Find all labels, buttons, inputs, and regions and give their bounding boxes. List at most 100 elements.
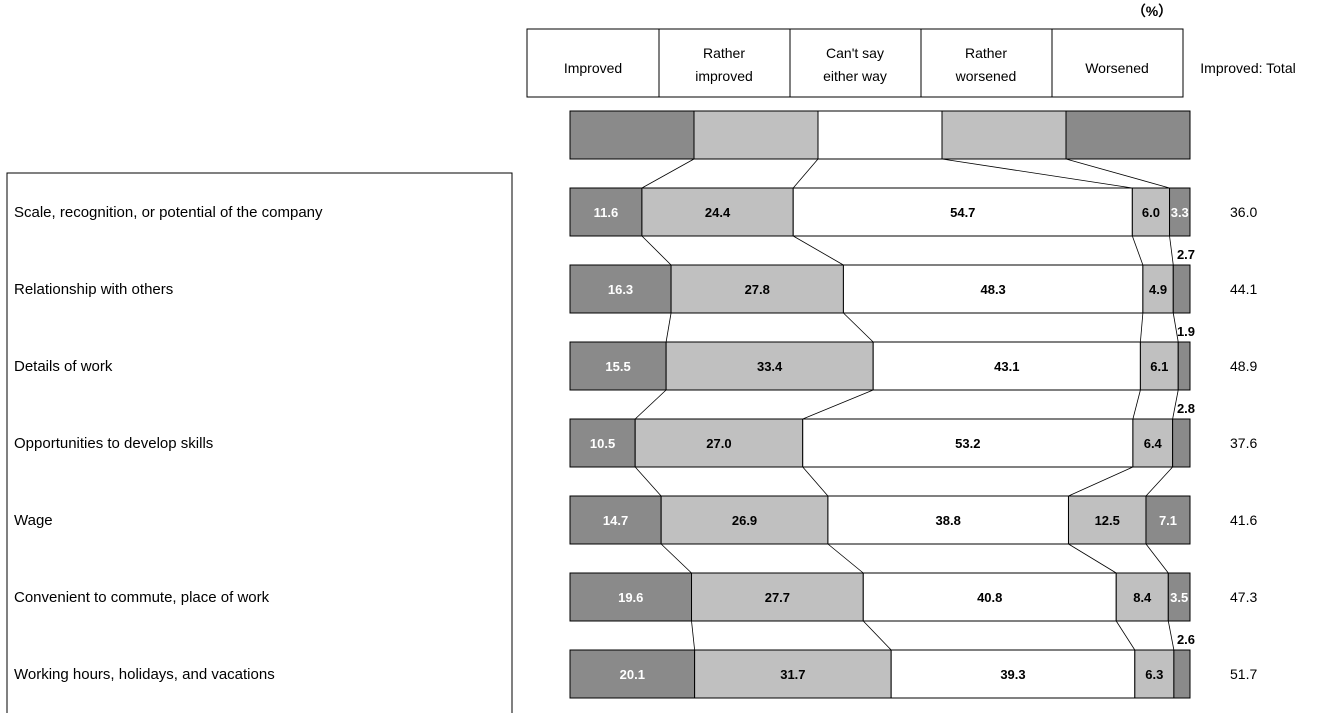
connector-line [1145, 543, 1169, 574]
data-label: 15.5 [605, 359, 630, 374]
data-label: 6.3 [1145, 667, 1163, 682]
data-label: 27.8 [745, 282, 770, 297]
connector-line [843, 312, 874, 343]
unit-label: （%） [1132, 3, 1172, 19]
bar-segment-improved [569, 418, 636, 468]
bar-segment-rather-worsened [1132, 418, 1174, 468]
data-label: 6.4 [1144, 436, 1163, 451]
bar-segment-rather-improved [641, 187, 794, 237]
data-label: 10.5 [590, 436, 615, 451]
legend-label-rather-improved-line2: improved [695, 68, 753, 84]
bar-segment-cant-say [862, 572, 1117, 622]
bar-segment-worsened [1172, 264, 1191, 314]
bar-segment-rather-worsened [1067, 495, 1147, 545]
connector-line [862, 620, 892, 651]
data-label: 38.8 [936, 513, 961, 528]
bar-segment-worsened [1173, 649, 1191, 699]
bar-segment-rather-worsened [1131, 187, 1171, 237]
connector-line [802, 466, 829, 497]
bar-segment-improved [569, 572, 693, 622]
connector-line [1172, 312, 1179, 343]
connector-line [691, 620, 696, 651]
data-label: 6.0 [1142, 205, 1160, 220]
bar-segment-improved [569, 341, 667, 391]
legend-label-rather-improved-line1: Rather [703, 45, 745, 61]
connector-line [1140, 312, 1144, 343]
connector-line [827, 543, 864, 574]
bar-segment-worsened [1172, 418, 1191, 468]
connector-line [802, 389, 874, 420]
legend-key-rather-worsened [941, 110, 1067, 160]
data-label: 2.7 [1177, 247, 1195, 262]
data-label: 24.4 [705, 205, 731, 220]
data-label: 33.4 [757, 359, 783, 374]
connector-line [634, 389, 667, 420]
bar-segment-rather-improved [670, 264, 844, 314]
data-label: 4.9 [1149, 282, 1167, 297]
data-label: 1.9 [1177, 324, 1195, 339]
legend-label-improved: Improved [564, 60, 622, 76]
bar-segment-rather-worsened [1115, 572, 1169, 622]
data-label: 48.3 [980, 282, 1005, 297]
data-label: 43.1 [994, 359, 1019, 374]
legend-label-rather-worsened-line2: worsened [955, 68, 1017, 84]
bar-segment-improved [569, 264, 672, 314]
connector-line [1131, 235, 1144, 266]
bar-segment-cant-say [792, 187, 1133, 237]
data-label: 16.3 [608, 282, 633, 297]
data-label: 26.9 [732, 513, 757, 528]
data-label: 39.3 [1000, 667, 1025, 682]
bar-segment-worsened [1167, 572, 1191, 622]
bar-segment-improved [569, 187, 643, 237]
data-label: 19.6 [618, 590, 643, 605]
legend-box-improved [526, 28, 660, 98]
improved-total-value: 48.9 [1230, 358, 1257, 374]
connector-line [792, 235, 844, 266]
connector-line [1167, 620, 1175, 651]
data-label: 11.6 [594, 205, 619, 220]
category-label: Relationship with others [14, 281, 173, 298]
legend-key-improved [569, 110, 695, 160]
connector-line [641, 158, 695, 189]
legend-label-worsened: Worsened [1085, 60, 1149, 76]
legend-header: Improved Rather improved Can't say eithe… [526, 28, 1296, 98]
bar-segment-improved [569, 649, 696, 699]
legend-box-cant-say [789, 28, 922, 98]
category-label: Scale, recognition, or potential of the … [14, 204, 323, 221]
legend-box-rather-worsened [920, 28, 1053, 98]
bar-segment-rather-improved [691, 572, 864, 622]
bar-segment-cant-say [802, 418, 1134, 468]
data-label: 2.6 [1177, 632, 1195, 647]
connector-line [665, 312, 672, 343]
connector-line [792, 158, 819, 189]
improved-total-value: 44.1 [1230, 281, 1257, 297]
bar-segment-worsened [1145, 495, 1191, 545]
connector-line [634, 466, 662, 497]
legend-box-rather-improved [658, 28, 791, 98]
connector-line [1068, 466, 1134, 497]
connector-line [1115, 620, 1136, 651]
improved-total-value: 47.3 [1230, 589, 1257, 605]
connector-line [1132, 389, 1141, 420]
legend-key-worsened [1065, 110, 1191, 160]
data-label: 20.1 [620, 667, 645, 682]
bar-segment-worsened [1169, 187, 1191, 237]
bar-segment-rather-improved [660, 495, 829, 545]
bar-segment-worsened [1177, 341, 1191, 391]
data-label: 3.3 [1171, 205, 1189, 220]
category-label: Details of work [14, 358, 113, 375]
improved-total-value: 37.6 [1230, 435, 1257, 451]
legend-key-rather-improved [693, 110, 819, 160]
data-label: 2.8 [1177, 401, 1195, 416]
category-label: Opportunities to develop skills [14, 435, 213, 452]
data-label: 7.1 [1159, 513, 1177, 528]
connector-line [1172, 389, 1179, 420]
connector-line [1169, 235, 1174, 266]
bar-segment-cant-say [890, 649, 1136, 699]
connector-line [660, 543, 692, 574]
legend-label-rather-worsened-line1: Rather [965, 45, 1007, 61]
legend-key-bar [569, 110, 1191, 160]
data-label: 31.7 [780, 667, 805, 682]
data-label: 40.8 [977, 590, 1002, 605]
data-label: 8.4 [1133, 590, 1152, 605]
